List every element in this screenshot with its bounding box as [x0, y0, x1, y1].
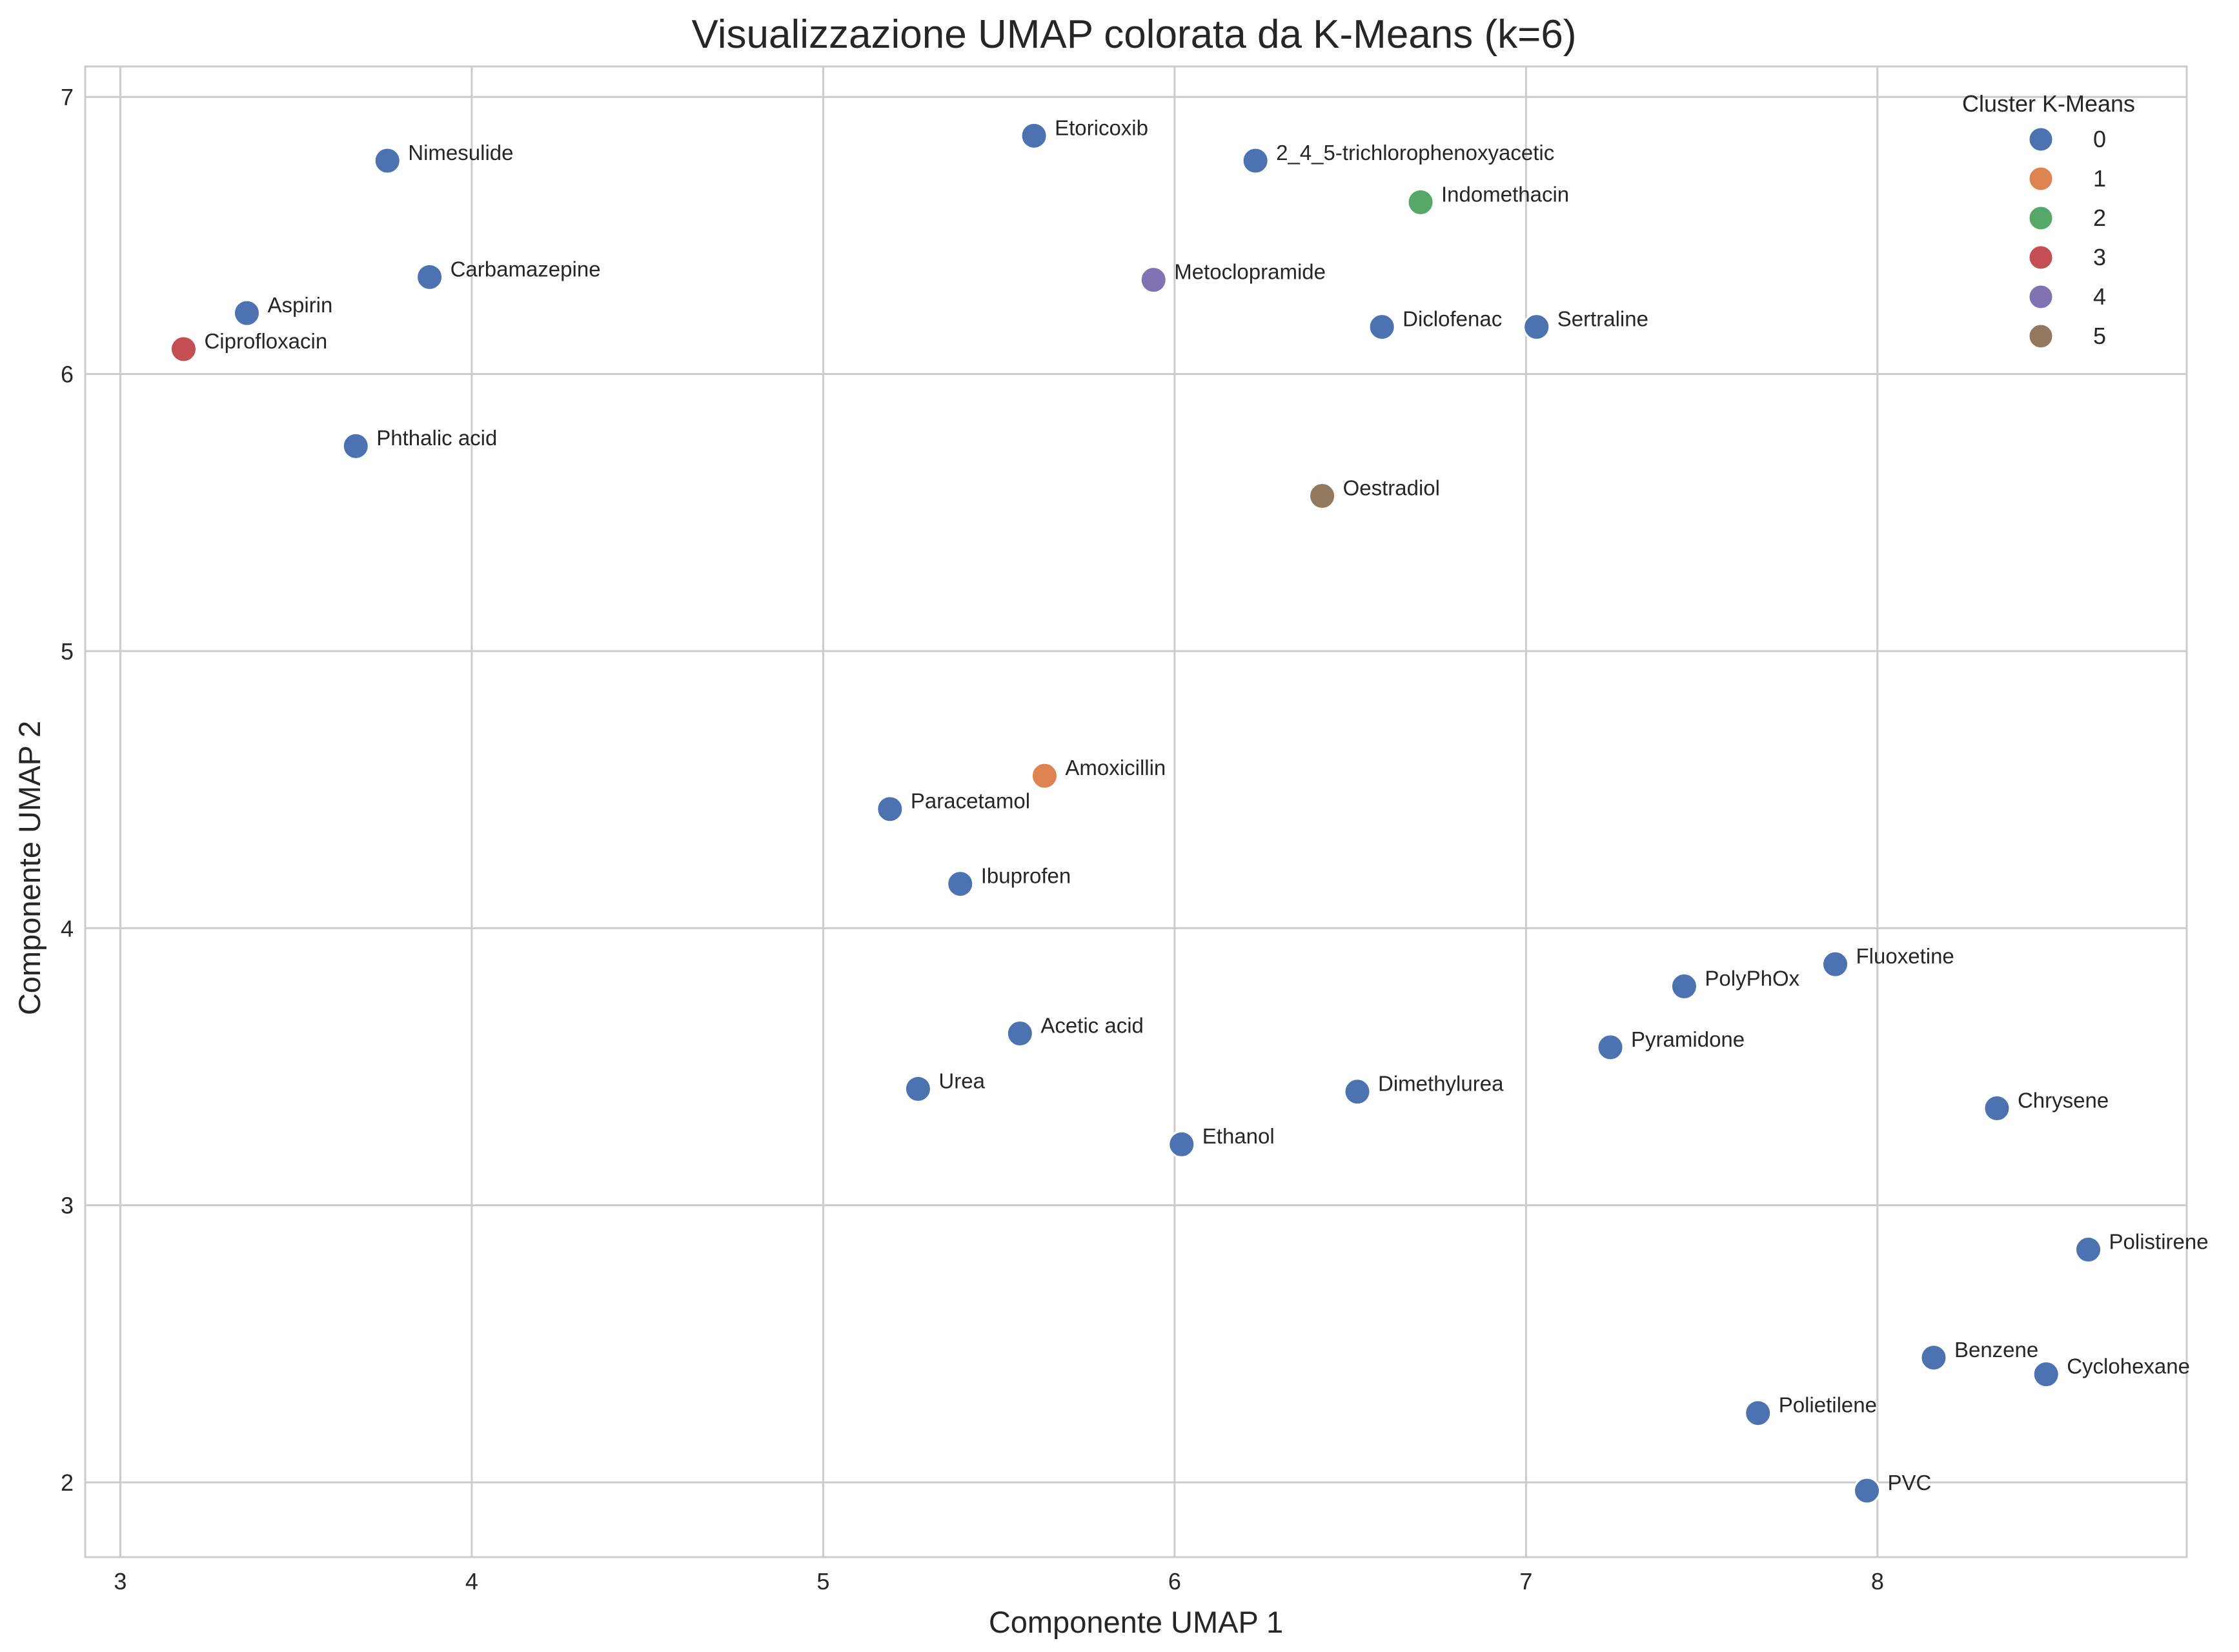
point-label: Etoricoxib — [1055, 116, 1148, 139]
data-point — [2074, 1235, 2103, 1264]
data-point — [1596, 1033, 1625, 1062]
legend-marker — [2027, 244, 2054, 271]
data-point — [1308, 482, 1337, 510]
data-point — [373, 146, 401, 175]
point-label: Paracetamol — [911, 789, 1030, 813]
point-label: 2_4_5-trichlorophenoxyacetic — [1276, 141, 1554, 165]
legend-marker — [2027, 283, 2054, 310]
legend: Cluster K-Means 0 1 2 3 4 5 — [1962, 90, 2135, 350]
y-tick-label: 5 — [61, 638, 74, 665]
data-point — [1744, 1399, 1772, 1427]
y-tick-label: 3 — [61, 1193, 74, 1219]
chart-title: Visualizzazione UMAP colorata da K-Means… — [692, 12, 1577, 57]
x-tick-label: 5 — [816, 1568, 829, 1595]
data-point — [1006, 1019, 1034, 1047]
y-tick-label: 2 — [61, 1469, 74, 1496]
point-label: Nimesulide — [408, 141, 513, 165]
point-label: PVC — [1888, 1471, 1932, 1495]
legend-label: 2 — [2093, 205, 2106, 231]
point-label: Metoclopramide — [1174, 260, 1326, 284]
x-tick-label: 7 — [1519, 1568, 1532, 1595]
legend-entries: 0 1 2 3 4 5 — [2027, 126, 2106, 350]
point-label: PolyPhOx — [1705, 967, 1799, 991]
data-point — [1983, 1094, 2011, 1122]
data-point — [1343, 1078, 1372, 1106]
legend-marker — [2027, 205, 2054, 232]
y-axis-label: Componente UMAP 2 — [12, 721, 46, 1015]
point-label: Phthalic acid — [376, 426, 497, 450]
point-labels: Nimesulide Etoricoxib 2_4_5-trichloropheno… — [204, 116, 2208, 1495]
data-point — [1821, 950, 1850, 978]
x-tick-label: 3 — [114, 1568, 127, 1595]
point-label: Dimethylurea — [1378, 1072, 1504, 1096]
data-point — [1168, 1130, 1196, 1158]
point-label: Benzene — [1954, 1338, 2038, 1362]
point-label: Aspirin — [267, 293, 332, 317]
point-label: Acetic acid — [1040, 1013, 1144, 1037]
data-point — [169, 335, 198, 363]
data-point — [1920, 1344, 1948, 1372]
data-point — [1241, 146, 1270, 175]
legend-marker — [2027, 126, 2054, 153]
data-point — [1139, 266, 1168, 294]
plot-area — [85, 66, 2187, 1557]
point-label: Ciprofloxacin — [204, 329, 327, 353]
point-label: Pyramidone — [1631, 1027, 1745, 1051]
data-point — [1030, 761, 1059, 790]
point-label: Cyclohexane — [2067, 1355, 2190, 1378]
data-point — [341, 432, 370, 460]
y-axis-ticks: 2 3 4 5 6 7 — [61, 84, 74, 1496]
point-label: Carbamazepine — [451, 257, 601, 281]
legend-label: 4 — [2093, 283, 2106, 310]
point-label: Chrysene — [2018, 1088, 2109, 1112]
plot-frame — [84, 65, 2188, 1558]
point-label: Urea — [938, 1069, 985, 1093]
point-label: Indomethacin — [1441, 182, 1569, 206]
data-point — [1020, 121, 1048, 150]
point-label: Amoxicillin — [1065, 756, 1166, 780]
x-tick-label: 6 — [1168, 1568, 1181, 1595]
data-point — [1523, 313, 1551, 341]
data-point — [1670, 972, 1698, 1001]
point-label: Ibuprofen — [981, 864, 1071, 888]
point-label: Ethanol — [1202, 1124, 1275, 1148]
data-point — [946, 870, 975, 898]
data-point — [1406, 188, 1435, 216]
data-point — [1853, 1476, 1881, 1505]
data-point — [416, 263, 444, 291]
x-axis-label: Componente UMAP 1 — [989, 1605, 1283, 1639]
data-point — [876, 795, 904, 823]
data-point — [232, 299, 261, 327]
y-tick-label: 6 — [61, 361, 74, 388]
legend-label: 3 — [2093, 244, 2106, 270]
point-label: Fluoxetine — [1856, 944, 1954, 968]
point-label: Polietilene — [1779, 1393, 1877, 1417]
x-tick-label: 8 — [1871, 1568, 1884, 1595]
legend-marker — [2027, 323, 2054, 350]
legend-label: 0 — [2093, 126, 2106, 152]
data-point — [2032, 1360, 2060, 1389]
legend-label: 5 — [2093, 323, 2106, 349]
x-axis-ticks: 3 4 5 6 7 8 — [114, 1568, 1883, 1595]
data-points — [169, 121, 2103, 1505]
point-label: Diclofenac — [1403, 307, 1502, 331]
y-tick-label: 7 — [61, 84, 74, 110]
point-label: Sertraline — [1557, 307, 1648, 331]
grid-lines — [85, 66, 2187, 1557]
y-tick-label: 4 — [61, 915, 74, 942]
point-label: Polistirene — [2109, 1229, 2209, 1253]
legend-title: Cluster K-Means — [1962, 90, 2135, 117]
legend-marker — [2027, 165, 2054, 192]
data-point — [904, 1074, 932, 1103]
x-tick-label: 4 — [465, 1568, 478, 1595]
point-label: Oestradiol — [1343, 476, 1440, 500]
legend-label: 1 — [2093, 165, 2106, 192]
data-point — [1368, 313, 1396, 341]
